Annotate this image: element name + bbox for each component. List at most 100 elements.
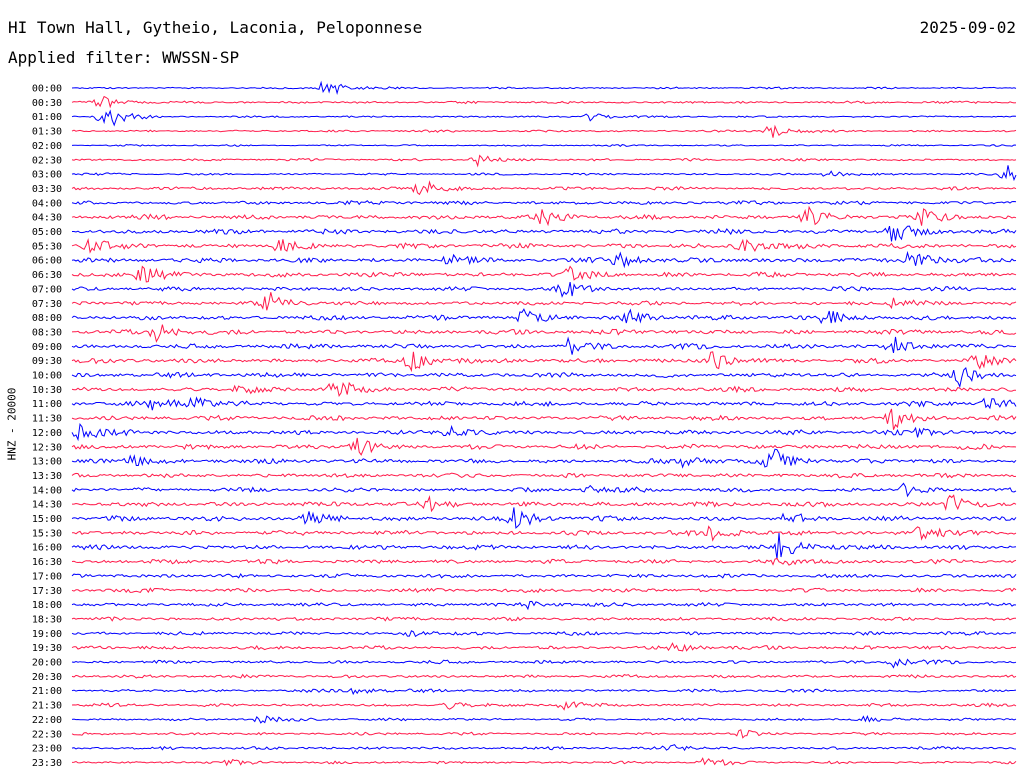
time-label: 16:30	[32, 557, 62, 568]
time-label: 22:00	[32, 715, 62, 726]
time-label: 08:30	[32, 327, 62, 338]
trace-1830	[71, 616, 1016, 622]
time-label: 15:30	[32, 528, 62, 539]
time-label: 20:30	[32, 672, 62, 683]
time-label: 21:30	[32, 701, 62, 712]
trace-1930	[71, 642, 1017, 652]
trace-0430	[71, 205, 1017, 227]
trace-1730	[71, 587, 1017, 594]
filter-label: Applied filter: WWSSN-SP	[8, 48, 240, 67]
trace-0800	[71, 308, 1017, 325]
time-label: 02:00	[32, 141, 62, 152]
trace-1900	[71, 630, 1017, 638]
trace-1000	[71, 367, 1017, 389]
trace-0600	[71, 250, 1017, 269]
trace-1100	[71, 396, 1017, 411]
time-label: 00:30	[32, 98, 62, 109]
trace-2330	[71, 757, 1017, 767]
trace-1700	[71, 573, 1017, 579]
trace-2300	[71, 744, 1017, 752]
time-label: 19:00	[32, 629, 62, 640]
time-label: 11:30	[32, 414, 62, 425]
time-label: 18:00	[32, 600, 62, 611]
time-label: 12:00	[32, 428, 62, 439]
time-label: 19:30	[32, 643, 62, 654]
trace-0700	[71, 282, 1017, 298]
time-label: 22:30	[32, 729, 62, 740]
trace-1630	[71, 557, 1017, 566]
time-label: 14:30	[32, 500, 62, 511]
time-label: 08:00	[32, 313, 62, 324]
trace-0530	[71, 237, 1017, 254]
trace-0230	[71, 154, 1017, 168]
trace-1200	[71, 422, 1017, 442]
time-label: 15:00	[32, 514, 62, 525]
trace-0030	[71, 95, 1017, 109]
time-label: 03:00	[32, 170, 62, 181]
trace-0500	[72, 225, 1017, 242]
trace-0100	[71, 109, 1017, 127]
trace-1030	[71, 381, 1017, 398]
station-title: HI Town Hall, Gytheio, Laconia, Peloponn…	[8, 18, 423, 37]
record-date: 2025-09-02	[919, 18, 1016, 37]
trace-0830	[71, 324, 1017, 343]
time-label: 17:30	[32, 586, 62, 597]
trace-1230	[71, 437, 1017, 456]
trace-2230	[71, 729, 1017, 739]
trace-0130	[71, 124, 1017, 138]
time-label: 07:30	[32, 299, 62, 310]
trace-2030	[71, 673, 1017, 679]
time-label: 09:30	[32, 356, 62, 367]
time-label: 01:00	[32, 112, 62, 123]
time-label: 20:00	[32, 658, 62, 669]
trace-0330	[71, 180, 1017, 196]
trace-1500	[71, 507, 1017, 529]
trace-1530	[71, 525, 1017, 542]
time-label: 13:00	[32, 457, 62, 468]
time-label: 17:00	[32, 571, 62, 582]
time-label: 05:00	[32, 227, 62, 238]
time-label: 18:30	[32, 614, 62, 625]
trace-1130	[71, 408, 1017, 430]
trace-1330	[71, 472, 1017, 479]
time-label: 07:00	[32, 284, 62, 295]
trace-0900	[71, 336, 1017, 355]
trace-1430	[72, 494, 1017, 513]
time-label: 21:00	[32, 686, 62, 697]
time-label: 23:00	[32, 744, 62, 755]
time-label: 10:30	[32, 385, 62, 396]
trace-1400	[71, 482, 1017, 498]
time-label: 00:00	[32, 84, 62, 95]
trace-0930	[71, 351, 1017, 373]
time-label: 03:30	[32, 184, 62, 195]
trace-0000	[71, 80, 1017, 95]
trace-0730	[71, 292, 1017, 311]
time-label: 02:30	[32, 155, 62, 166]
time-label: 09:00	[32, 342, 62, 353]
time-label: 11:00	[32, 399, 62, 410]
time-label: 12:30	[32, 442, 62, 453]
trace-2000	[71, 658, 1017, 669]
trace-1300	[71, 448, 1017, 469]
time-label: 05:30	[32, 241, 62, 252]
time-label: 10:00	[32, 371, 62, 382]
time-label: 23:30	[32, 758, 62, 769]
time-label: 06:00	[32, 256, 62, 267]
time-label: 14:00	[32, 485, 62, 496]
time-label: 06:30	[32, 270, 62, 281]
trace-1800	[71, 600, 1017, 611]
trace-2100	[71, 687, 1017, 696]
trace-0630	[71, 265, 1017, 283]
time-label: 16:00	[32, 543, 62, 554]
trace-0200	[71, 143, 1017, 147]
trace-2200	[71, 714, 1017, 724]
time-label: 01:30	[32, 127, 62, 138]
trace-0400	[71, 200, 1017, 206]
trace-1600	[71, 532, 1017, 560]
time-label: 13:30	[32, 471, 62, 482]
trace-0300	[71, 165, 1017, 182]
time-label: 04:00	[32, 198, 62, 209]
trace-2130	[71, 701, 1017, 711]
time-label: 04:30	[32, 213, 62, 224]
